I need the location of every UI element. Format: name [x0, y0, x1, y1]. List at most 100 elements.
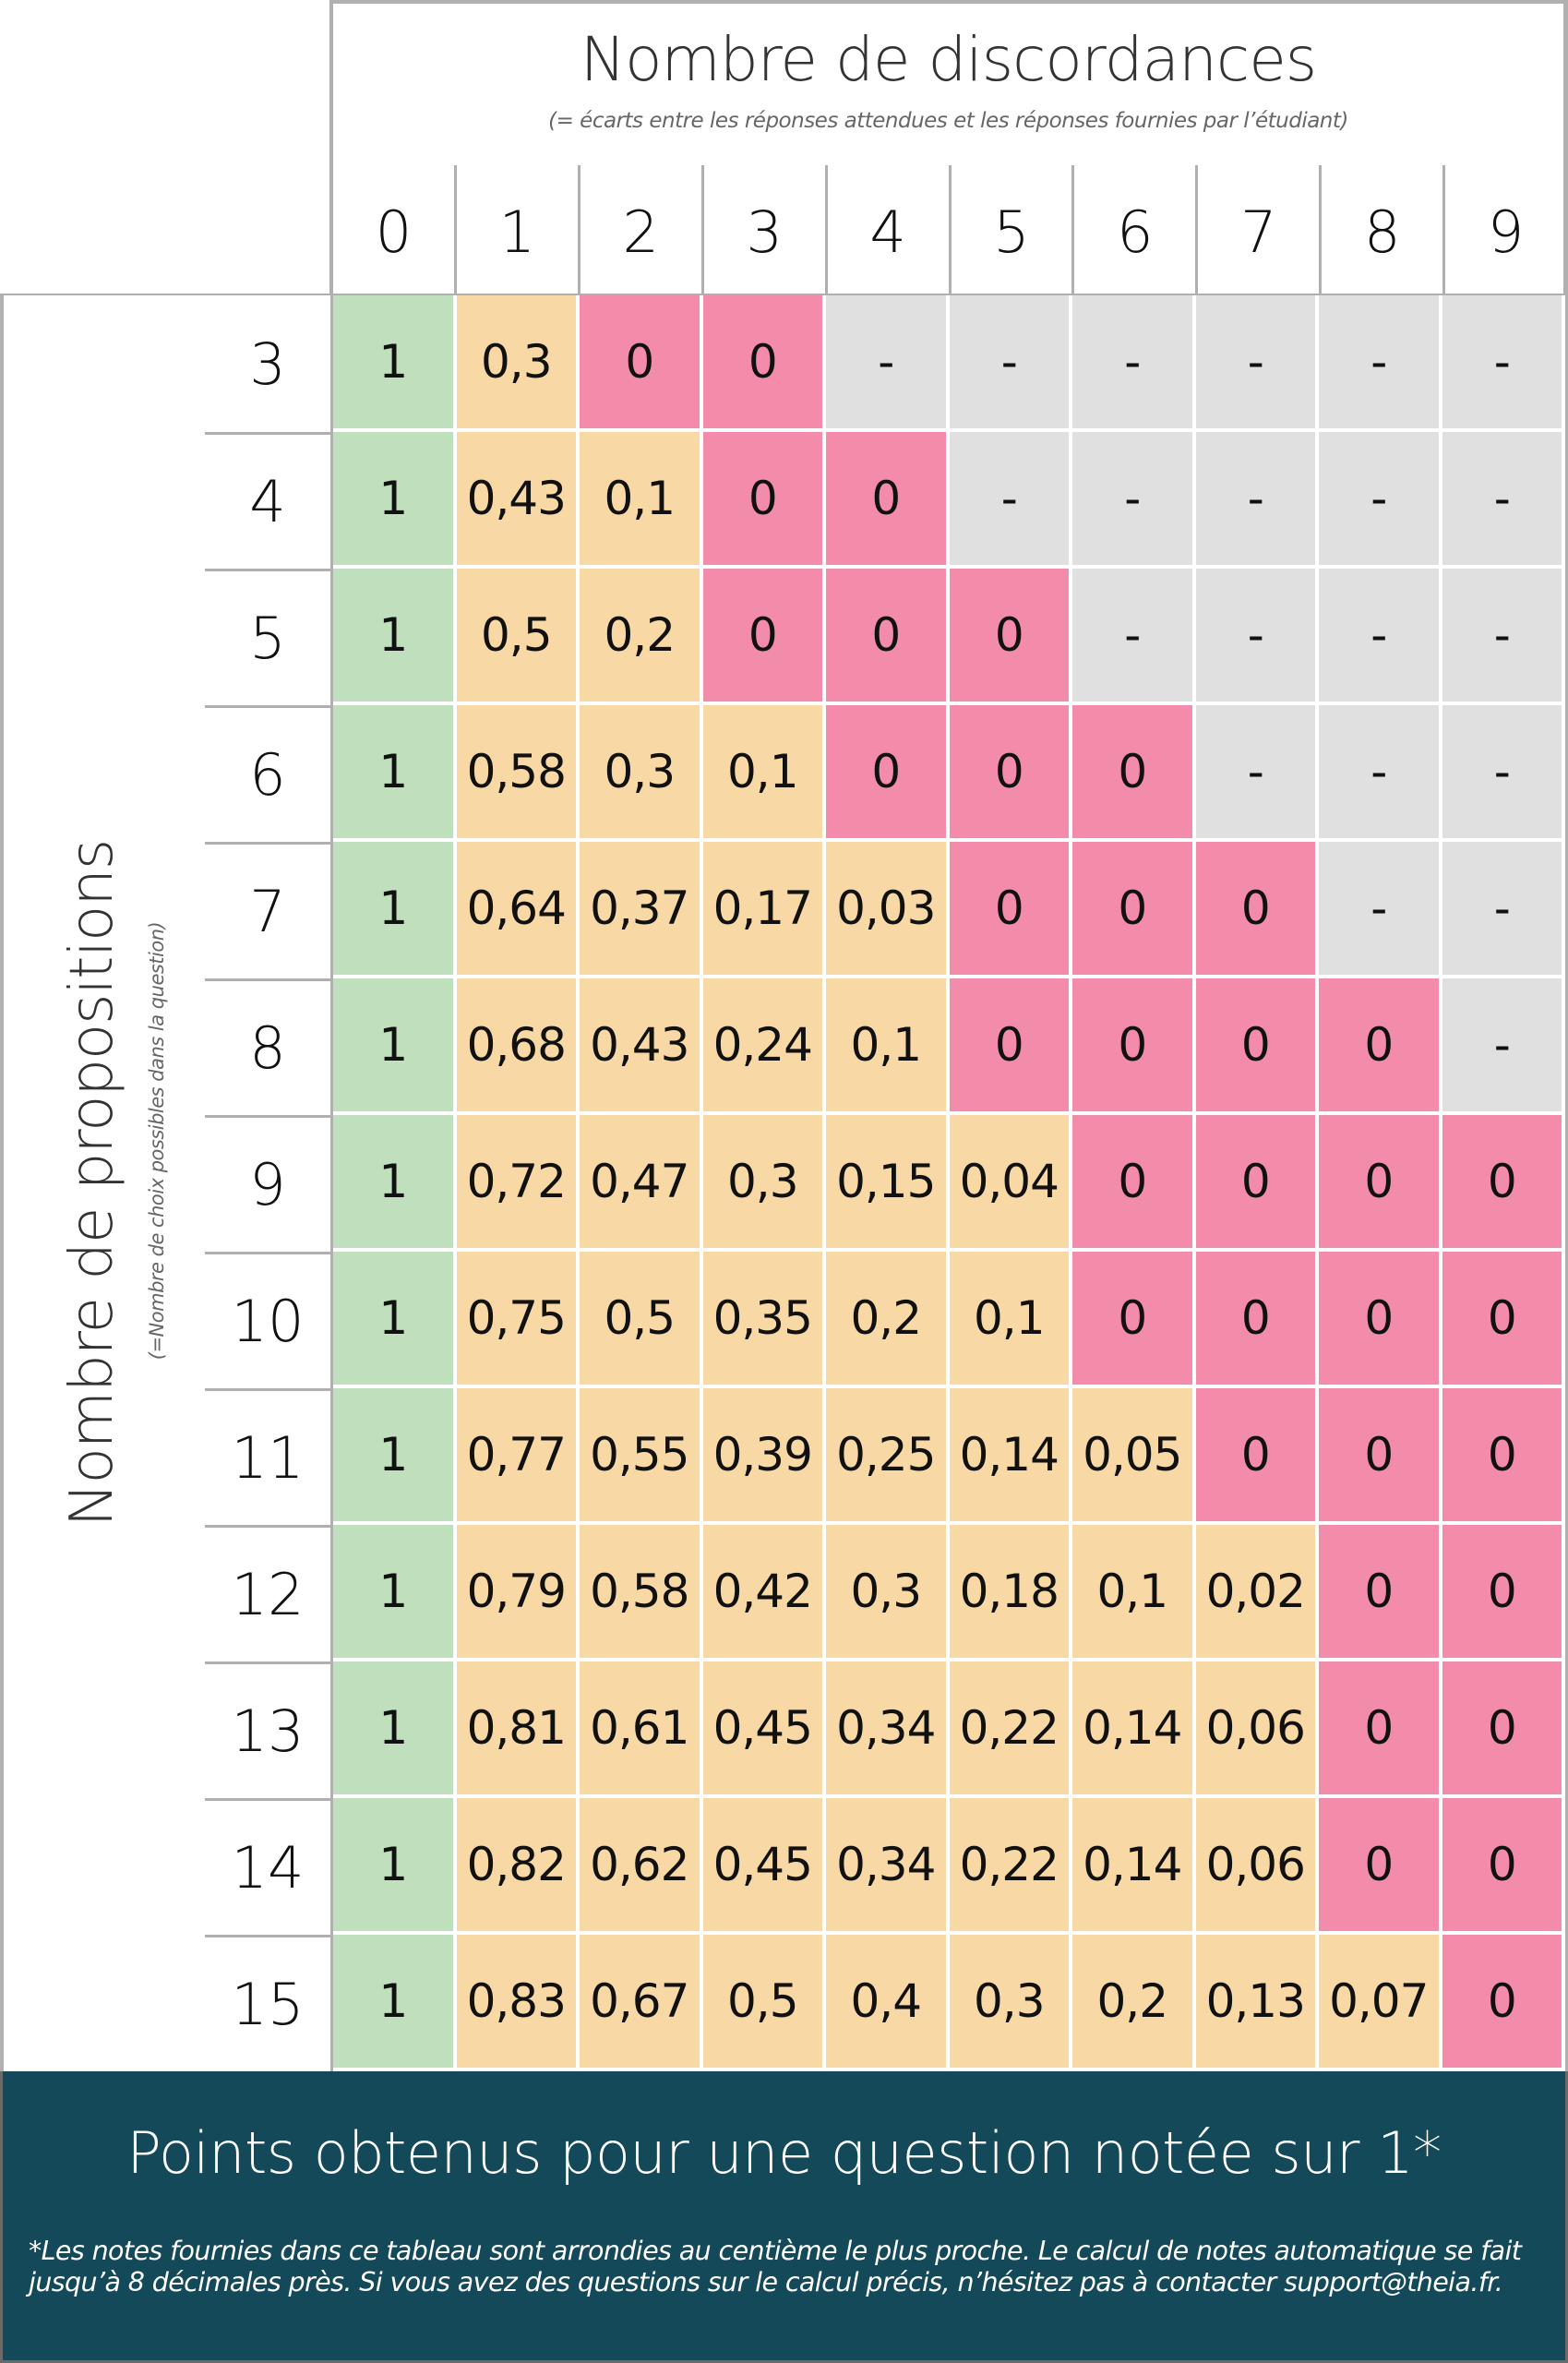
score-cell: 0,25 — [826, 1388, 950, 1525]
score-cell: - — [1442, 842, 1565, 978]
score-cell: 0,45 — [702, 1661, 826, 1798]
score-cell: 0 — [1442, 1115, 1565, 1252]
score-cell: 0,39 — [702, 1388, 826, 1525]
score-cell: 0 — [1072, 1115, 1196, 1252]
score-cell: 1 — [333, 569, 457, 705]
score-cell: 0,43 — [456, 432, 580, 569]
row-labels: 3 4 5 6 7 8 9 10 11 12 13 14 15 — [205, 295, 330, 2071]
score-cell: 0 — [826, 569, 950, 705]
score-cell: 0,05 — [1072, 1388, 1196, 1525]
score-cell: 0 — [949, 978, 1072, 1115]
score-cell: 0,2 — [580, 569, 703, 705]
column-header: 6 — [1071, 165, 1195, 299]
score-cell: 0 — [949, 842, 1072, 978]
score-cell: 0,42 — [702, 1525, 826, 1661]
score-cell: - — [1319, 432, 1442, 569]
score-cell: 0,2 — [826, 1252, 950, 1388]
score-cell: 0,67 — [580, 1935, 703, 2071]
score-cell: 0,34 — [826, 1798, 950, 1935]
score-cell: - — [1195, 295, 1319, 432]
score-cell: 0,14 — [1072, 1798, 1196, 1935]
column-header: 4 — [824, 165, 949, 299]
score-cell: - — [1442, 978, 1565, 1115]
score-cell: 0,79 — [456, 1525, 580, 1661]
score-cell: 0,13 — [1195, 1935, 1319, 2071]
score-cell: - — [1442, 432, 1565, 569]
score-cell: 0,55 — [580, 1388, 703, 1525]
score-cell: - — [1319, 705, 1442, 842]
score-cell: 0,3 — [702, 1115, 826, 1252]
row-header: 10 — [205, 1252, 330, 1388]
score-cell: 0 — [1442, 1388, 1565, 1525]
score-cell: - — [1442, 705, 1565, 842]
row-axis-title: Nombre de propositions — [58, 839, 126, 1528]
score-cell: 1 — [333, 842, 457, 978]
score-cell: 0 — [1442, 1661, 1565, 1798]
score-cell: 0 — [826, 432, 950, 569]
column-header: 8 — [1319, 165, 1442, 299]
score-cell: 0,1 — [580, 432, 703, 569]
row-header: 14 — [205, 1798, 330, 1935]
score-cell: 0,5 — [702, 1935, 826, 2071]
score-cell: 0,24 — [702, 978, 826, 1115]
score-cell: - — [949, 432, 1072, 569]
score-cell: 0 — [1442, 1935, 1565, 2071]
column-header: 5 — [948, 165, 1072, 299]
score-cell: 0 — [1442, 1798, 1565, 1935]
column-header: 9 — [1442, 165, 1566, 299]
score-cell: 0,82 — [456, 1798, 580, 1935]
score-cell: 0 — [1195, 1388, 1319, 1525]
score-cell: 0 — [702, 295, 826, 432]
score-cell: 0,22 — [949, 1661, 1072, 1798]
score-cell: 0,68 — [456, 978, 580, 1115]
score-cell: 0,34 — [826, 1661, 950, 1798]
row-axis-subtitle: (=Nombre de choix possibles dans la ques… — [146, 921, 168, 1361]
row-header: 12 — [205, 1525, 330, 1661]
column-header: 1 — [453, 165, 578, 299]
row-header: 9 — [205, 1115, 330, 1252]
score-cell: 0 — [826, 705, 950, 842]
score-cell: 0 — [702, 569, 826, 705]
score-cell: 0,07 — [1319, 1935, 1442, 2071]
score-cell: 0,03 — [826, 842, 950, 978]
score-grid: 1 0,3 0 0- - - - - -1 0,43 0,1 0 0- - - - -1 0,5 0,2 0 0 0- - -… — [330, 295, 1565, 2071]
score-cell: 0,3 — [456, 295, 580, 432]
score-cell: 0,58 — [456, 705, 580, 842]
score-cell: 0,3 — [826, 1525, 950, 1661]
score-cell: 0,64 — [456, 842, 580, 978]
row-header: 3 — [249, 330, 286, 398]
score-cell: 0 — [1195, 1252, 1319, 1388]
score-cell: 0,06 — [1195, 1661, 1319, 1798]
score-cell: 0,1 — [1072, 1525, 1196, 1661]
score-cell: 1 — [333, 432, 457, 569]
score-cell: 1 — [333, 1935, 457, 2071]
score-cell: 0,83 — [456, 1935, 580, 2071]
score-cell: 0 — [1442, 1525, 1565, 1661]
score-cell: 0 — [1072, 1252, 1196, 1388]
score-cell: 0,75 — [456, 1252, 580, 1388]
score-cell: - — [1195, 432, 1319, 569]
column-header: 3 — [700, 165, 825, 299]
score-cell: 0,1 — [949, 1252, 1072, 1388]
score-cell: 0,3 — [949, 1935, 1072, 2071]
score-cell: 0,1 — [702, 705, 826, 842]
score-cell: 1 — [333, 1252, 457, 1388]
score-cell: 0,15 — [826, 1115, 950, 1252]
score-cell: - — [1442, 569, 1565, 705]
score-cell: 0,58 — [580, 1525, 703, 1661]
score-cell: 0 — [702, 432, 826, 569]
score-cell: 1 — [333, 295, 457, 432]
score-cell: 0 — [1195, 978, 1319, 1115]
score-cell: 0,14 — [949, 1388, 1072, 1525]
score-cell: 0,35 — [702, 1252, 826, 1388]
score-cell: 1 — [333, 1388, 457, 1525]
score-cell: 0,77 — [456, 1388, 580, 1525]
score-cell: 0,2 — [1072, 1935, 1196, 2071]
score-cell: 1 — [333, 1661, 457, 1798]
score-cell: 0 — [949, 569, 1072, 705]
score-cell: 0,62 — [580, 1798, 703, 1935]
row-header: 7 — [205, 842, 330, 978]
score-cell: 0,4 — [826, 1935, 950, 2071]
score-cell: 0,72 — [456, 1115, 580, 1252]
